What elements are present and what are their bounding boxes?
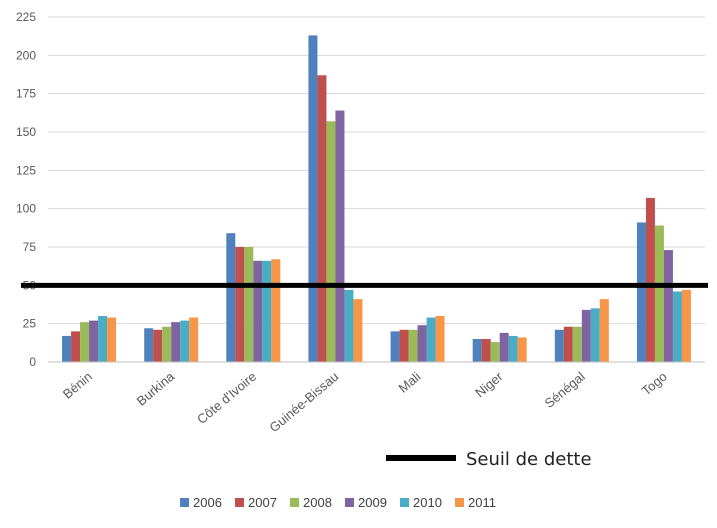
bar-2007-mali [399, 329, 409, 362]
category-label: Togo [639, 369, 670, 399]
bar-2010-mali [426, 317, 436, 362]
bar-2007-niger [481, 339, 491, 362]
bar-2006-guin-e-bissau [308, 35, 318, 363]
bar-2011-mali [435, 316, 445, 362]
bar-2010-burkina [180, 320, 190, 362]
y-axis-ticks: 0255075100125150175200225 [16, 10, 36, 369]
legend-swatch-2009 [345, 498, 354, 507]
bar-2007-togo [645, 197, 655, 362]
bar-2006-mali [390, 331, 400, 362]
bars [62, 35, 691, 363]
bar-2010-guin-e-bissau [344, 289, 354, 362]
bar-2009-c-te-d-ivoire [253, 260, 263, 362]
category-label: Guinée-Bissau [266, 369, 341, 435]
bar-2010-niger [508, 335, 518, 362]
legend-label-2007: 2007 [248, 495, 277, 510]
threshold-legend-label: Seuil de dette [466, 449, 592, 470]
bar-2011-burkina [189, 317, 199, 362]
y-tick-label: 125 [16, 163, 36, 177]
bar-2009-b-nin [89, 320, 99, 362]
bar-2009-togo [663, 250, 673, 362]
y-tick-label: 75 [23, 240, 37, 254]
bar-2010-togo [672, 291, 682, 362]
category-labels: Bénin Burkina Côte d'Ivoire Guinée-Bissau Ma… [60, 368, 670, 435]
gridlines [48, 16, 705, 325]
bar-2010-c-te-d-ivoire [262, 260, 272, 362]
bar-2011-niger [517, 337, 527, 362]
legend-label-2011: 2011 [468, 495, 496, 510]
legend-label-2008: 2008 [303, 495, 332, 510]
y-tick-label: 200 [16, 48, 36, 62]
bar-2009-guin-e-bissau [335, 110, 345, 363]
bar-2007-s-n-gal [563, 326, 573, 362]
bar-2007-burkina [153, 329, 163, 362]
bar-2010-s-n-gal [590, 308, 600, 362]
legend: 2006 2007 2008 2009 2010 2011 [180, 495, 496, 510]
category-label: Burkina [134, 368, 178, 408]
legend-label-2010: 2010 [413, 495, 442, 510]
legend-label-2009: 2009 [358, 495, 387, 510]
bar-2006-togo [636, 222, 646, 362]
y-tick-label: 100 [16, 202, 36, 216]
category-label: Bénin [60, 369, 95, 402]
bar-2007-b-nin [71, 331, 81, 362]
bar-2008-togo [654, 225, 664, 362]
bar-2006-s-n-gal [554, 329, 564, 362]
legend-swatch-2006 [180, 498, 189, 507]
bar-2006-burkina [144, 328, 154, 362]
bar-2009-niger [499, 332, 509, 362]
legend-swatch-2010 [400, 498, 409, 507]
y-tick-label: 225 [16, 10, 36, 24]
category-label: Mali [396, 369, 424, 396]
bar-2007-guin-e-bissau [317, 75, 327, 363]
bar-2008-guin-e-bissau [326, 121, 336, 363]
y-tick-label: 25 [23, 317, 37, 331]
bar-2009-burkina [171, 322, 181, 362]
bar-2010-b-nin [98, 316, 108, 362]
legend-swatch-2007 [235, 498, 244, 507]
bar-2011-togo [681, 289, 691, 362]
bar-2006-c-te-d-ivoire [226, 233, 236, 362]
bar-2011-c-te-d-ivoire [271, 259, 281, 362]
bar-2009-s-n-gal [581, 309, 591, 362]
bar-2011-s-n-gal [599, 299, 609, 362]
category-label: Niger [472, 368, 506, 400]
category-label: Sénégal [542, 369, 588, 411]
y-tick-label: 175 [16, 87, 36, 101]
bar-2011-b-nin [107, 317, 117, 362]
bar-2008-mali [408, 329, 418, 362]
legend-swatch-2011 [455, 498, 464, 507]
y-tick-label: 0 [29, 355, 36, 369]
bar-2006-b-nin [62, 335, 72, 362]
bar-2008-b-nin [80, 322, 90, 362]
bar-2011-guin-e-bissau [353, 299, 363, 362]
bar-2008-niger [490, 342, 500, 362]
bar-2008-burkina [162, 326, 172, 362]
y-tick-label: 150 [16, 125, 36, 139]
bar-2008-c-te-d-ivoire [244, 247, 254, 362]
bar-2008-s-n-gal [572, 326, 582, 362]
legend-swatch-2008 [290, 498, 299, 507]
bar-2007-c-te-d-ivoire [235, 247, 245, 362]
threshold: Seuil de dette [21, 282, 708, 470]
legend-label-2006: 2006 [193, 495, 222, 510]
bar-2006-niger [472, 339, 482, 362]
category-label: Côte d'Ivoire [194, 369, 259, 427]
bar-2009-mali [417, 325, 427, 362]
